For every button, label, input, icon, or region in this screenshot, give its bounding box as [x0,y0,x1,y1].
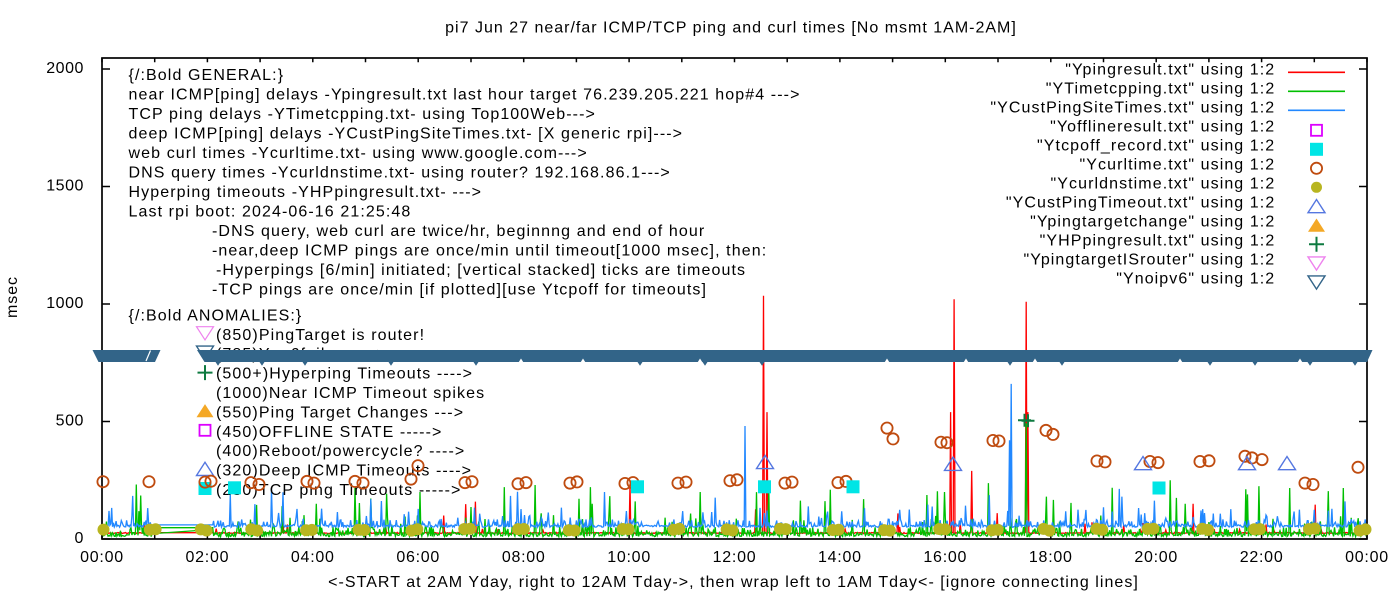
svg-text:00:00: 00:00 [80,549,124,566]
svg-text:06:00: 06:00 [396,549,440,566]
svg-text:"Ypingtargetchange" using 1:2: "Ypingtargetchange" using 1:2 [1030,213,1275,230]
svg-text:near ICMP[ping] delays -Ypingr: near ICMP[ping] delays -Ypingresult.txt … [129,87,801,104]
svg-text:"YpingtargetISrouter" using 1:: "YpingtargetISrouter" using 1:2 [1024,251,1276,268]
svg-text:1500: 1500 [46,178,84,195]
svg-text:TCP ping delays -YTimetcpping.: TCP ping delays -YTimetcpping.txt- using… [129,106,596,123]
svg-text:"Ycurldnstime.txt" using 1:2: "Ycurldnstime.txt" using 1:2 [1051,175,1276,192]
svg-text:pi7 Jun 27 near/far ICMP/TCP: pi7 Jun 27 near/far ICMP/TCP ping and cu… [445,20,1017,37]
svg-text:22:00: 22:00 [1240,549,1284,566]
svg-text:Last rpi boot: 2024-06-16 21:2: Last rpi boot: 2024-06-16 21:25:48 [129,204,412,221]
svg-text:00:00: 00:00 [1345,549,1389,566]
svg-text:"Yofflineresult.txt" using 1:2: "Yofflineresult.txt" using 1:2 [1050,118,1275,135]
svg-text:(850)PingTarget is router!: (850)PingTarget is router! [216,327,425,344]
svg-text:12:00: 12:00 [713,549,757,566]
svg-text:"Ytcpoff_record.txt" using 1:2: "Ytcpoff_record.txt" using 1:2 [1037,137,1275,154]
svg-text:20:00: 20:00 [1134,549,1178,566]
svg-text:-DNS query, web curl are twice: -DNS query, web curl are twice/hr, begin… [212,223,705,240]
svg-text:"YCustPingSiteTimes.txt" using: "YCustPingSiteTimes.txt" using 1:2 [990,99,1275,116]
svg-text:0: 0 [75,530,84,547]
svg-text:deep ICMP[ping] delays -YCustP: deep ICMP[ping] delays -YCustPingSiteTim… [129,126,684,143]
svg-text:"YCustPingTimeout.txt" using 1: "YCustPingTimeout.txt" using 1:2 [1006,194,1275,211]
svg-text:{/:Bold GENERAL:}: {/:Bold GENERAL:} [129,67,285,84]
svg-text:16:00: 16:00 [923,549,967,566]
svg-text:{/:Bold ANOMALIES:}: {/:Bold ANOMALIES:} [129,307,303,324]
svg-text:(230)TCP ping Timeouts ----->: (230)TCP ping Timeouts -----> [216,482,461,499]
svg-text:08:00: 08:00 [502,549,546,566]
svg-text:-near,deep ICMP pings are once: -near,deep ICMP pings are once/min until… [212,243,767,260]
svg-text:DNS query times -Ycurldnstime.: DNS query times -Ycurldnstime.txt- using… [129,165,671,182]
svg-text:-TCP pings are once/min [if pl: -TCP pings are once/min [if plotted][use… [212,282,707,299]
svg-text:web curl times -Ycurltime.txt-: web curl times -Ycurltime.txt- using www… [128,145,588,162]
svg-text:(320)Deep ICMP Timeouts ---->: (320)Deep ICMP Timeouts ----> [216,463,472,480]
svg-text:msec: msec [4,276,21,318]
svg-text:(550)Ping Target Changes --->: (550)Ping Target Changes ---> [216,404,464,421]
svg-text:(1000)Near ICMP Timeout spikes: (1000)Near ICMP Timeout spikes [216,385,485,402]
svg-text:02:00: 02:00 [186,549,230,566]
svg-text:(400)Reboot/powercycle? ---->: (400)Reboot/powercycle? ----> [216,443,465,460]
svg-text:14:00: 14:00 [818,549,862,566]
svg-text:"YTimetcpping.txt" using 1:2: "YTimetcpping.txt" using 1:2 [1046,80,1276,97]
svg-text:Hyperping timeouts -YHPpingres: Hyperping timeouts -YHPpingresult.txt- -… [129,184,483,201]
svg-text:-Hyperpings [6/min] initiated;: -Hyperpings [6/min] initiated; [vertical… [216,262,746,279]
svg-text:"Ypingresult.txt" using 1:2: "Ypingresult.txt" using 1:2 [1065,61,1275,78]
svg-text:(450)OFFLINE STATE ----->: (450)OFFLINE STATE -----> [216,424,442,441]
svg-text:"YHPpingresult.txt" using 1:2: "YHPpingresult.txt" using 1:2 [1040,232,1276,249]
svg-text:1000: 1000 [46,295,84,312]
svg-text:2000: 2000 [46,60,84,77]
svg-text:"Ynoipv6" using 1:2: "Ynoipv6" using 1:2 [1116,270,1275,287]
svg-text:(500+)Hyperping Timeouts ---->: (500+)Hyperping Timeouts ----> [216,366,473,383]
svg-text:<-START at 2AM Yday, right to: <-START at 2AM Yday, right to 12AM Tday-… [328,574,1139,591]
svg-text:04:00: 04:00 [291,549,335,566]
svg-text:10:00: 10:00 [607,549,651,566]
svg-text:18:00: 18:00 [1029,549,1073,566]
svg-text:"Ycurltime.txt" using 1:2: "Ycurltime.txt" using 1:2 [1080,156,1276,173]
svg-text:500: 500 [56,413,84,430]
